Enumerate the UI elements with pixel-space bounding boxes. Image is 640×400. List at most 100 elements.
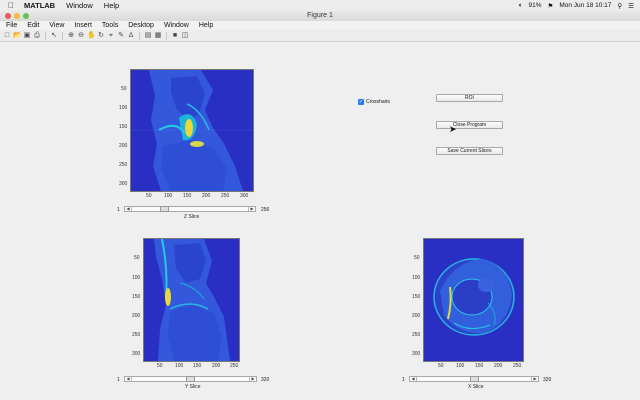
os-menu-help[interactable]: Help	[97, 1, 119, 10]
menu-file[interactable]: File	[6, 22, 18, 29]
search-icon[interactable]: ⚲	[617, 2, 623, 10]
toolbar-divider	[139, 31, 140, 40]
y-slice-image[interactable]	[143, 238, 240, 362]
tick-label: 200	[412, 313, 421, 319]
menu-edit[interactable]: Edit	[27, 22, 40, 29]
tick-label: 50	[121, 86, 127, 92]
os-menu-window[interactable]: Window	[60, 1, 93, 10]
wifi-icon[interactable]: ◐	[518, 2, 523, 9]
zoom-in-icon[interactable]: ⊕	[68, 31, 74, 39]
battery-level[interactable]: 91%	[528, 2, 542, 9]
figure-menu-bar: File Edit View Insert Tools Desktop Wind…	[0, 21, 640, 30]
tick-label: 100	[119, 105, 128, 111]
tick-label: 200	[494, 363, 503, 369]
tick-label: 250	[119, 162, 128, 168]
tick-label: 200	[202, 193, 211, 199]
slider-right-arrow-icon[interactable]: ▶	[249, 377, 256, 381]
crosshairs-label: Crosshairs	[366, 99, 390, 105]
roi-button[interactable]: ROI	[436, 94, 503, 102]
print-icon[interactable]: ⎙	[34, 31, 40, 39]
mouse-cursor-icon: ➤	[449, 124, 457, 134]
zoom-out-icon[interactable]: ⊖	[78, 31, 84, 39]
save-icon[interactable]: ▣	[23, 31, 31, 39]
data-cursor-icon[interactable]: ⌖	[109, 31, 113, 39]
pointer-icon[interactable]: ↖	[51, 31, 57, 39]
save-current-slices-button[interactable]: Save Current Slices	[436, 147, 503, 155]
tick-label: 300	[412, 351, 421, 357]
tick-label: 250	[513, 363, 522, 369]
toolbar-divider	[166, 31, 167, 40]
y-slider-max: 320	[261, 377, 270, 383]
tick-label: 150	[119, 124, 128, 130]
zoom-window-icon[interactable]	[23, 13, 29, 19]
tick-label: 100	[412, 275, 421, 281]
hide-tools-icon[interactable]: ■	[172, 31, 178, 39]
z-slider-max: 256	[261, 207, 270, 213]
z-slice-image[interactable]	[130, 69, 254, 192]
slider-thumb[interactable]	[469, 376, 479, 382]
x-slice-image[interactable]	[423, 238, 524, 362]
tick-label: 150	[412, 294, 421, 300]
checkmark-icon[interactable]: ✓	[358, 99, 364, 105]
clock[interactable]: Mon Jun 18 10:17	[559, 2, 612, 9]
toolbar-divider	[45, 31, 46, 40]
tick-label: 50	[134, 255, 140, 261]
crosshairs-checkbox[interactable]: ✓ Crosshairs	[358, 99, 390, 105]
tick-label: 50	[414, 255, 420, 261]
z-slider-min: 1	[117, 207, 120, 213]
brush-icon[interactable]: ✎	[118, 31, 124, 39]
tick-label: 150	[475, 363, 484, 369]
new-figure-icon[interactable]: □	[4, 31, 10, 39]
show-tools-icon[interactable]: ◫	[181, 31, 189, 39]
slider-thumb[interactable]	[186, 376, 195, 382]
z-slice-slider[interactable]: ◀ ▶	[124, 206, 256, 212]
y-slider-min: 1	[117, 377, 120, 383]
toolbar-divider	[62, 31, 63, 40]
colorbar-icon[interactable]: ▤	[144, 31, 152, 39]
tick-label: 100	[456, 363, 465, 369]
figure-toolbar: □ 📂 ▣ ⎙ ↖ ⊕ ⊖ ✋ ↻ ⌖ ✎ ∆ ▤ ▦ ■ ◫	[0, 30, 640, 42]
tick-label: 300	[132, 351, 141, 357]
tick-label: 150	[183, 193, 192, 199]
y-slider-label: Y Slice	[185, 384, 201, 390]
tick-label: 200	[119, 143, 128, 149]
window-title: Figure 1	[307, 12, 333, 19]
menu-view[interactable]: View	[49, 22, 65, 29]
tick-label: 50	[146, 193, 152, 199]
y-slice-slider[interactable]: ◀ ▶	[124, 376, 257, 382]
menu-tools[interactable]: Tools	[101, 22, 119, 29]
menu-insert[interactable]: Insert	[74, 22, 92, 29]
link-icon[interactable]: ∆	[128, 31, 134, 39]
flag-icon[interactable]: ⚑	[547, 2, 554, 10]
tick-label: 300	[119, 181, 128, 187]
tick-label: 300	[240, 193, 249, 199]
status-area: ◐ 91% ⚑ Mon Jun 18 10:17 ⚲ ☰	[519, 0, 634, 11]
tick-label: 100	[175, 363, 184, 369]
close-window-icon[interactable]	[5, 13, 11, 19]
pan-icon[interactable]: ✋	[87, 31, 96, 39]
menu-window[interactable]: Window	[163, 22, 189, 29]
x-slider-max: 320	[543, 377, 552, 383]
tick-label: 100	[132, 275, 141, 281]
slider-left-arrow-icon[interactable]: ◀	[410, 377, 417, 381]
x-slice-slider[interactable]: ◀ ▶	[409, 376, 539, 382]
slider-right-arrow-icon[interactable]: ▶	[248, 207, 255, 211]
legend-icon[interactable]: ▦	[154, 31, 162, 39]
open-icon[interactable]: 📂	[13, 31, 22, 39]
slider-left-arrow-icon[interactable]: ◀	[125, 207, 132, 211]
tick-label: 250	[230, 363, 239, 369]
minimize-window-icon[interactable]	[14, 13, 20, 19]
slider-left-arrow-icon[interactable]: ◀	[125, 377, 132, 381]
slider-right-arrow-icon[interactable]: ▶	[531, 377, 538, 381]
apple-icon[interactable]: 	[8, 1, 14, 10]
z-slider-label: Z Slice	[184, 214, 200, 220]
app-menu[interactable]: MATLAB	[18, 1, 55, 10]
menu-help[interactable]: Help	[198, 22, 214, 29]
menu-desktop[interactable]: Desktop	[128, 22, 154, 29]
slider-thumb[interactable]	[160, 206, 170, 212]
menu-list-icon[interactable]: ☰	[628, 2, 634, 10]
rotate-icon[interactable]: ↻	[98, 31, 104, 39]
close-program-button[interactable]: Close Program	[436, 121, 503, 129]
tick-label: 200	[212, 363, 221, 369]
tick-label: 250	[221, 193, 230, 199]
